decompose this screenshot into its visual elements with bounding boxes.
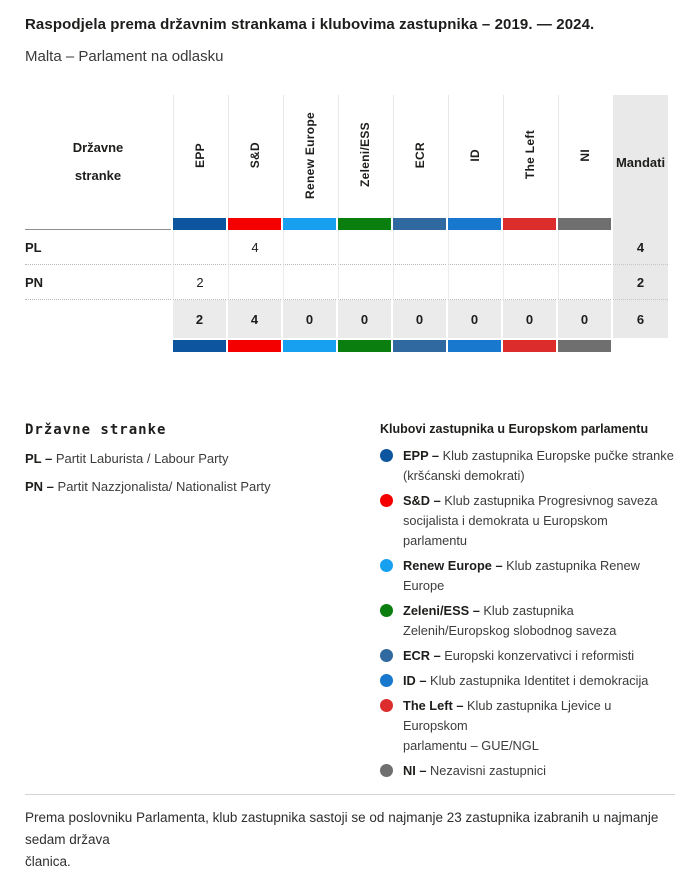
group-color-bar (503, 218, 556, 230)
party-legend-item: PL – Partit Laburista / Labour Party (25, 451, 229, 466)
seat-cell (503, 265, 556, 300)
total-cell: 0 (558, 300, 611, 338)
table-header-row: Državne stranke EPP S&D Renew Europe Zel… (25, 95, 668, 230)
footnote: Prema poslovniku Parlamenta, klub zastup… (25, 810, 659, 869)
col-header-ni: NI (558, 95, 611, 218)
group-color-bar (558, 340, 611, 352)
page-subtitle: Malta – Parlament na odlasku (25, 48, 224, 65)
total-cell: 4 (228, 300, 281, 338)
seats-table: Državne stranke EPP S&D Renew Europe Zel… (23, 95, 670, 352)
total-cell: 2 (173, 300, 226, 338)
group-color-bar-row-bottom (25, 338, 668, 352)
table-row-pl: PL 4 4 (25, 230, 668, 265)
group-color-bar (448, 340, 501, 352)
group-color-bar-row (25, 218, 668, 230)
group-color-bar (228, 218, 281, 230)
seat-cell (503, 230, 556, 265)
seat-cell (448, 230, 501, 265)
total-cell: 0 (393, 300, 446, 338)
col-header-greens: Zeleni/ESS (338, 95, 391, 218)
legend-item-id: ID – Klub zastupnika Identitet i demokra… (380, 671, 675, 691)
legend-item-ecr: ECR – Europski konzervativci i reformist… (380, 646, 675, 666)
epp-dot-icon (380, 449, 393, 462)
legend-section: Državne stranke PL – Partit Laburista / … (25, 422, 675, 786)
seat-cell (228, 265, 281, 300)
row-label: PL (25, 230, 171, 265)
mandati-cell: 2 (613, 265, 668, 300)
seat-cell: 4 (228, 230, 281, 265)
col-header-ecr: ECR (393, 95, 446, 218)
col-header-sd: S&D (228, 95, 281, 218)
page-title: Raspodjela prema državnim strankama i kl… (25, 16, 595, 33)
total-cell: 0 (283, 300, 336, 338)
group-color-bar (338, 218, 391, 230)
seat-cell (558, 230, 611, 265)
col-header-id: ID (448, 95, 501, 218)
legend-item-epp: EPP – Klub zastupnika Europske pučke str… (380, 446, 675, 486)
col-header-theleft: The Left (503, 95, 556, 218)
col-header-epp: EPP (173, 95, 226, 218)
national-parties-header: Državne stranke (25, 95, 171, 230)
total-cell: 0 (338, 300, 391, 338)
renew-dot-icon (380, 559, 393, 572)
group-color-bar (558, 218, 611, 230)
party-legend: Državne stranke PL – Partit Laburista / … (25, 422, 380, 786)
legend-item-sd: S&D – Klub zastupnika Progresivnog savez… (380, 491, 675, 551)
seat-cell (173, 230, 226, 265)
legend-item-theleft: The Left – Klub zastupnika Ljevice u Eur… (380, 696, 675, 756)
group-color-bar (503, 340, 556, 352)
group-color-bar (173, 218, 226, 230)
col-header-renew: Renew Europe (283, 95, 336, 218)
group-color-bar (393, 218, 446, 230)
group-color-bar (393, 340, 446, 352)
totals-row: 2 4 0 0 0 0 0 0 6 (25, 300, 668, 338)
mandati-total-cell: 6 (613, 300, 668, 338)
divider (25, 794, 675, 795)
mandati-cell: 4 (613, 230, 668, 265)
mandati-header: Mandati (613, 95, 668, 230)
legend-item-renew: Renew Europe – Klub zastupnika Renew Eur… (380, 556, 675, 596)
sd-dot-icon (380, 494, 393, 507)
seat-cell (338, 265, 391, 300)
ecr-dot-icon (380, 649, 393, 662)
total-cell: 0 (448, 300, 501, 338)
legend-item-ni: NI – Nezavisni zastupnici (380, 761, 675, 781)
theleft-dot-icon (380, 699, 393, 712)
seat-cell (283, 230, 336, 265)
group-color-bar (283, 218, 336, 230)
party-legend-heading: Državne stranke (25, 422, 167, 438)
group-color-bar (283, 340, 336, 352)
row-label: PN (25, 265, 171, 300)
party-legend-item: PN – Partit Nazzjonalista/ Nationalist P… (25, 479, 271, 494)
seat-cell (393, 265, 446, 300)
group-color-bar (228, 340, 281, 352)
group-color-bar (338, 340, 391, 352)
ni-dot-icon (380, 764, 393, 777)
seat-cell (393, 230, 446, 265)
group-color-bar (173, 340, 226, 352)
id-dot-icon (380, 674, 393, 687)
legend-item-greens: Zeleni/ESS – Klub zastupnika Zelenih/Eur… (380, 601, 675, 641)
seat-cell (283, 265, 336, 300)
seat-cell: 2 (173, 265, 226, 300)
group-legend: Klubovi zastupnika u Europskom parlament… (380, 422, 675, 786)
greens-dot-icon (380, 604, 393, 617)
seat-cell (448, 265, 501, 300)
seat-cell (558, 265, 611, 300)
group-color-bar (448, 218, 501, 230)
total-cell: 0 (503, 300, 556, 338)
group-legend-heading: Klubovi zastupnika u Europskom parlament… (380, 422, 649, 436)
seat-cell (338, 230, 391, 265)
table-row-pn: PN 2 2 (25, 265, 668, 300)
